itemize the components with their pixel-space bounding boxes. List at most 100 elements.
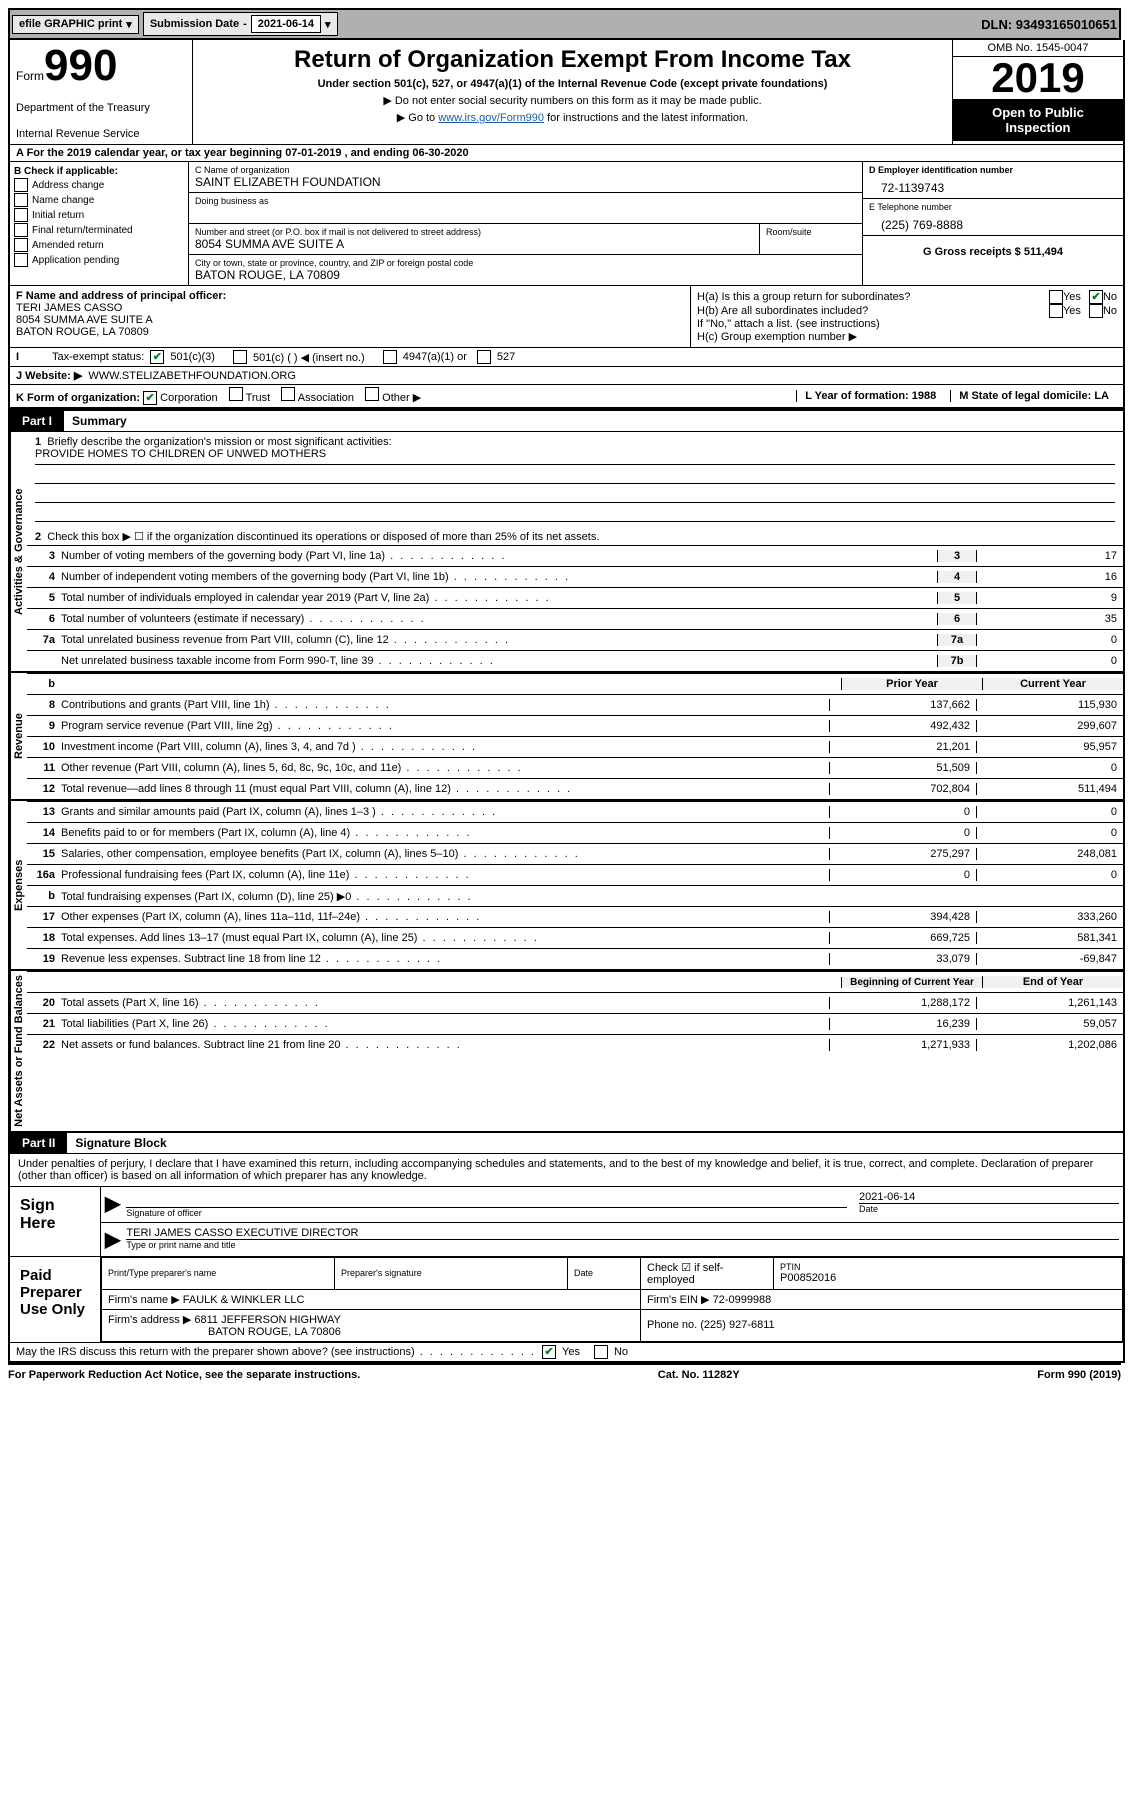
table-row: 3 Number of voting members of the govern… (27, 545, 1123, 566)
table-row: 13 Grants and similar amounts paid (Part… (27, 801, 1123, 822)
efile-label: efile GRAPHIC print (19, 18, 122, 30)
firm-name: FAULK & WINKLER LLC (183, 1294, 305, 1306)
phone-value: (225) 769-8888 (869, 212, 1117, 232)
firm-ein: 72-0999988 (713, 1294, 772, 1306)
dropdown-icon: ▾ (126, 18, 132, 31)
checkbox-501c[interactable] (233, 350, 247, 364)
table-row: 5 Total number of individuals employed i… (27, 587, 1123, 608)
table-row: 8 Contributions and grants (Part VIII, l… (27, 694, 1123, 715)
checkbox-4947[interactable] (383, 350, 397, 364)
year-block: OMB No. 1545-0047 2019 Open to Public In… (953, 40, 1123, 144)
form-subtitle: Under section 501(c), 527, or 4947(a)(1)… (199, 78, 946, 90)
form-word: Form (16, 69, 44, 83)
applicable-label: Amended return (32, 240, 104, 251)
page-footer: For Paperwork Reduction Act Notice, see … (8, 1363, 1121, 1385)
checkbox-applicable[interactable] (14, 193, 28, 207)
submission-date-value: 2021-06-14 (251, 15, 321, 33)
checkbox-assoc[interactable] (281, 387, 295, 401)
dln-label: DLN: 93493165010651 (981, 17, 1117, 32)
sign-here-label: Sign Here (10, 1187, 101, 1256)
ein-label: D Employer identification number (869, 165, 1117, 175)
table-row: 22 Net assets or fund balances. Subtract… (27, 1034, 1123, 1055)
side-label-netassets: Net Assets or Fund Balances (10, 971, 27, 1131)
col-prior-year: Prior Year (841, 678, 982, 690)
phone-label: E Telephone number (869, 202, 1117, 212)
side-label-expenses: Expenses (10, 801, 27, 969)
city-state-zip: BATON ROUGE, LA 70809 (195, 268, 856, 282)
arrow-icon: ▶ (105, 1191, 120, 1218)
checkbox-discuss-no[interactable] (594, 1345, 608, 1359)
firm-phone: (225) 927-6811 (700, 1319, 774, 1331)
department-label: Department of the Treasury (16, 102, 186, 114)
checkbox-applicable[interactable] (14, 178, 28, 192)
officer-print-name: TERI JAMES CASSO EXECUTIVE DIRECTOR (126, 1227, 1119, 1239)
table-row: 19 Revenue less expenses. Subtract line … (27, 948, 1123, 969)
street-label: Number and street (or P.O. box if mail i… (195, 227, 753, 237)
instructions-link-line: ▶ Go to www.irs.gov/Form990 for instruct… (199, 111, 946, 124)
form-number: 990 (44, 44, 117, 88)
part-1-header: Part I Summary (10, 409, 1123, 432)
table-row: b Total fundraising expenses (Part IX, c… (27, 885, 1123, 906)
checkbox-no[interactable] (1089, 290, 1103, 304)
checkbox-no[interactable] (1089, 304, 1103, 318)
table-row: 18 Total expenses. Add lines 13–17 (must… (27, 927, 1123, 948)
table-row: 12 Total revenue—add lines 8 through 11 … (27, 778, 1123, 799)
checkbox-corp[interactable] (143, 391, 157, 405)
table-row: 7a Total unrelated business revenue from… (27, 629, 1123, 650)
footer-right: Form 990 (2019) (1037, 1369, 1121, 1381)
checkbox-discuss-yes[interactable] (542, 1345, 556, 1359)
group-return-section: H(a) Is this a group return for subordin… (691, 286, 1123, 347)
applicable-label: Name change (32, 195, 94, 206)
open-to-public-badge: Open to Public Inspection (953, 99, 1123, 141)
box-b-title: B Check if applicable: (14, 166, 184, 177)
footer-left: For Paperwork Reduction Act Notice, see … (8, 1369, 360, 1381)
checkbox-applicable[interactable] (14, 223, 28, 237)
applicable-label: Address change (32, 180, 104, 191)
checkbox-yes[interactable] (1049, 304, 1063, 318)
dba-label: Doing business as (195, 196, 856, 206)
checkbox-527[interactable] (477, 350, 491, 364)
checkbox-501c3[interactable] (150, 350, 164, 364)
table-row: 10 Investment income (Part VIII, column … (27, 736, 1123, 757)
table-row: 11 Other revenue (Part VIII, column (A),… (27, 757, 1123, 778)
table-row: 9 Program service revenue (Part VIII, li… (27, 715, 1123, 736)
checkbox-trust[interactable] (229, 387, 243, 401)
col-current-year: Current Year (982, 678, 1123, 690)
checkbox-other[interactable] (365, 387, 379, 401)
year-formation: L Year of formation: 1988 (796, 390, 944, 402)
checkbox-yes[interactable] (1049, 290, 1063, 304)
principal-officer: F Name and address of principal officer:… (10, 286, 691, 347)
form-title: Return of Organization Exempt From Incom… (199, 46, 946, 74)
ptin-value: P00852016 (780, 1272, 1116, 1284)
gross-receipts: G Gross receipts $ 511,494 (923, 246, 1063, 258)
firm-addr2: BATON ROUGE, LA 70806 (108, 1326, 341, 1338)
checkbox-applicable[interactable] (14, 238, 28, 252)
street-address: 8054 SUMMA AVE SUITE A (195, 237, 753, 251)
applicable-label: Application pending (32, 255, 119, 266)
form-identifier: Form 990 Department of the Treasury Inte… (10, 40, 193, 144)
org-name: SAINT ELIZABETH FOUNDATION (195, 175, 856, 189)
table-row: 20 Total assets (Part X, line 16) 1,288,… (27, 992, 1123, 1013)
col-beginning: Beginning of Current Year (841, 977, 982, 988)
applicable-label: Initial return (32, 210, 84, 221)
side-label-revenue: Revenue (10, 673, 27, 799)
irs-link[interactable]: www.irs.gov/Form990 (438, 112, 544, 124)
efile-print-button[interactable]: efile GRAPHIC print ▾ (12, 15, 139, 34)
box-b-checkboxes: B Check if applicable: Address change Nam… (10, 162, 189, 285)
side-label-governance: Activities & Governance (10, 432, 27, 671)
dropdown-icon: ▾ (325, 18, 331, 31)
preparer-table: Print/Type preparer's name Preparer's si… (101, 1257, 1123, 1342)
perjury-declaration: Under penalties of perjury, I declare th… (10, 1154, 1123, 1186)
table-row: 6 Total number of volunteers (estimate i… (27, 608, 1123, 629)
checkbox-applicable[interactable] (14, 253, 28, 267)
checkbox-applicable[interactable] (14, 208, 28, 222)
submission-date-button[interactable]: Submission Date - 2021-06-14 ▾ (143, 12, 338, 36)
col-end: End of Year (982, 976, 1123, 988)
mission-text: PROVIDE HOMES TO CHILDREN OF UNWED MOTHE… (35, 448, 1115, 465)
table-row: 4 Number of independent voting members o… (27, 566, 1123, 587)
paid-preparer-label: Paid Preparer Use Only (10, 1257, 101, 1342)
title-block: Return of Organization Exempt From Incom… (193, 40, 953, 144)
ein-value: 72-1139743 (869, 175, 1117, 195)
firm-addr1: 6811 JEFFERSON HIGHWAY (194, 1314, 341, 1326)
table-row: 16a Professional fundraising fees (Part … (27, 864, 1123, 885)
